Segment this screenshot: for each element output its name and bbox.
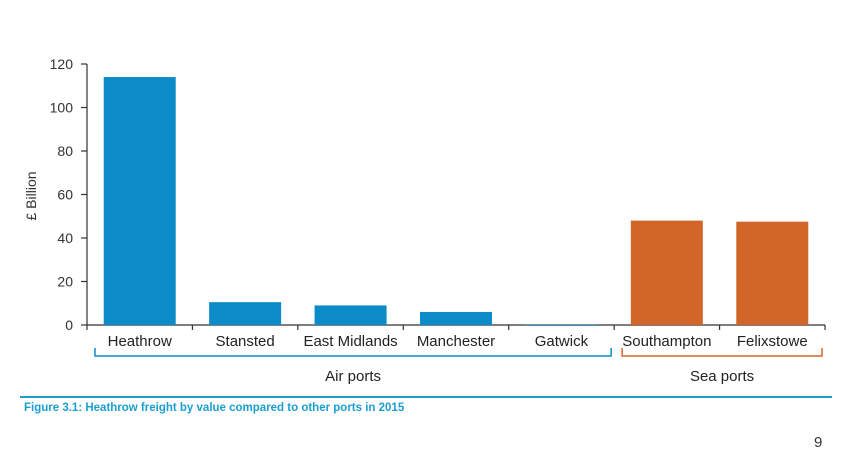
- bar: [209, 302, 282, 325]
- bar: [420, 311, 492, 325]
- x-axis: Heathrow Stansted East Midlands Manchester G…: [86, 324, 826, 350]
- bars: [103, 77, 809, 325]
- x-tick-label: Heathrow: [108, 333, 172, 350]
- x-tick-label: Southampton: [622, 333, 711, 350]
- page-number: 9: [814, 434, 823, 451]
- figure-caption: Figure 3.1: Heathrow freight by value co…: [24, 402, 405, 414]
- y-axis: 0 20 40 60 80 100 120: [50, 56, 88, 333]
- bar: [525, 324, 598, 325]
- x-tick-label: East Midlands: [303, 333, 397, 350]
- x-tick-label: Manchester: [417, 333, 495, 350]
- x-tick-label: Felixstowe: [737, 333, 808, 350]
- group-label: Air ports: [325, 368, 381, 385]
- y-tick-label: 100: [50, 100, 74, 116]
- y-tick-label: 40: [57, 230, 73, 246]
- x-tick-label: Stansted: [216, 333, 275, 350]
- bar: [103, 77, 176, 325]
- y-tick-label: 80: [57, 143, 73, 159]
- y-tick-label: 60: [57, 187, 73, 203]
- group-label: Sea ports: [690, 368, 754, 385]
- y-tick-label: 20: [57, 274, 73, 290]
- group-bracket: [94, 348, 612, 357]
- bar: [630, 220, 703, 325]
- y-tick-label: 0: [65, 317, 73, 333]
- bar: [314, 305, 387, 325]
- x-tick-label: Gatwick: [535, 333, 589, 350]
- category-groups: Air ports Sea ports: [94, 348, 823, 385]
- caption-divider: [20, 396, 832, 398]
- bar-chart: 0 20 40 60 80 100 120 Heathrow Stansted East Mid…: [23, 56, 826, 385]
- bar: [736, 221, 809, 325]
- y-axis-label: £ Billion: [23, 171, 39, 220]
- y-tick-label: 120: [50, 56, 74, 72]
- group-bracket: [621, 348, 823, 357]
